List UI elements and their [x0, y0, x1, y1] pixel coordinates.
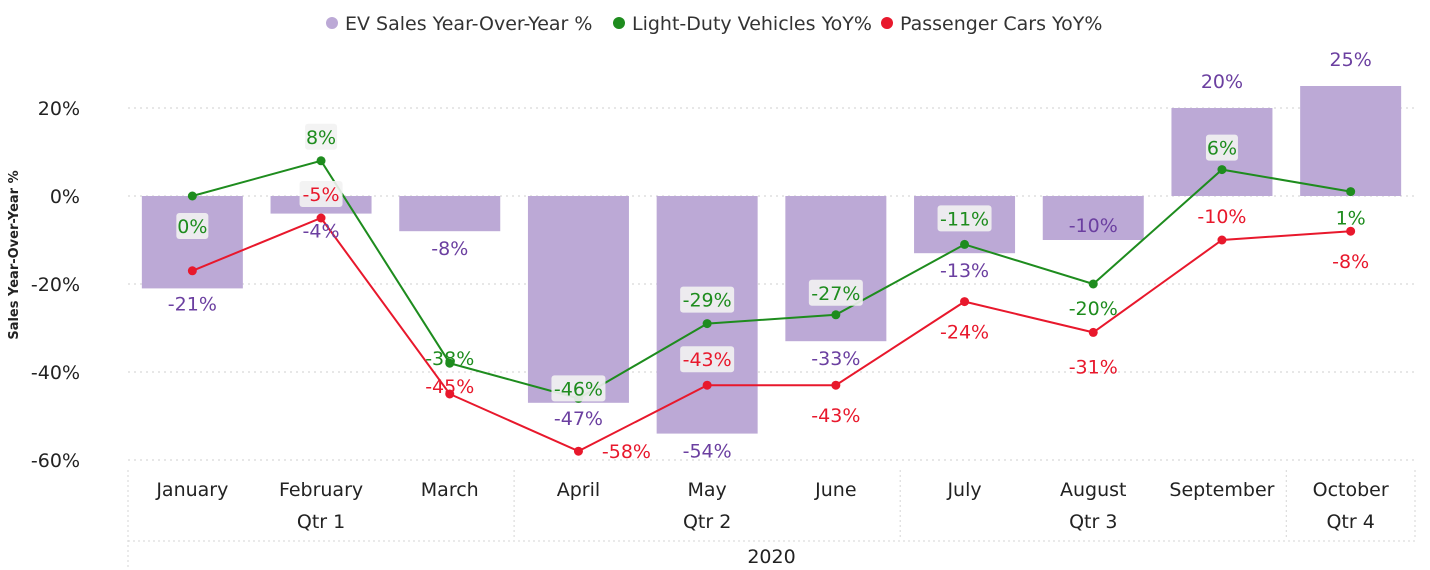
x-tick-july: July	[946, 479, 981, 501]
point-1-october[interactable]	[1346, 187, 1356, 197]
line-2[interactable]	[191, 216, 1351, 453]
pc-label-april: -58%	[602, 441, 651, 463]
x-tick-may: May	[688, 479, 727, 501]
bar-label-july: -13%	[940, 260, 989, 282]
ldv-label-april: -46%	[554, 378, 603, 400]
legend-label-1[interactable]: EV Sales Year-Over-Year %	[345, 13, 592, 35]
point-1-june[interactable]	[831, 310, 841, 320]
ldv-label-june: -27%	[811, 283, 860, 305]
y-tick-label: -20%	[31, 274, 80, 296]
y-tick-label: -60%	[31, 450, 80, 472]
bar-label-march: -8%	[431, 238, 468, 260]
legend-label-3[interactable]: Passenger Cars YoY%	[900, 13, 1102, 35]
pc-label-august: -31%	[1069, 356, 1118, 378]
point-1-may[interactable]	[702, 319, 712, 329]
bar-august[interactable]	[1042, 196, 1144, 240]
data-labels: -21% -4% -8% -47% -54% -33% -13% -10% 20% 25% 0% 8%…	[168, 49, 1372, 463]
x-tick-october: October	[1313, 479, 1389, 501]
gridlines	[128, 107, 1415, 461]
bar-label-january: -21%	[168, 293, 217, 315]
x-tick-march: March	[421, 479, 479, 501]
bar-may[interactable]	[656, 196, 758, 434]
pc-label-march: -45%	[425, 376, 474, 398]
bar-april[interactable]	[527, 196, 629, 403]
year-label: 2020	[747, 546, 795, 568]
point-2-march[interactable]	[445, 389, 455, 399]
bar-label-february: -4%	[303, 221, 340, 243]
point-2-august[interactable]	[1088, 327, 1098, 337]
point-2-april[interactable]	[573, 446, 583, 456]
ldv-label-july-bg	[937, 205, 992, 232]
point-2-may[interactable]	[702, 380, 712, 390]
pc-label-june: -43%	[811, 405, 860, 427]
point-2-june[interactable]	[831, 380, 841, 390]
x-tick-september: September	[1169, 479, 1274, 501]
pc-label-february-bg	[299, 181, 343, 207]
ldv-label-march: -38%	[425, 348, 474, 370]
legend-marker-1[interactable]	[326, 17, 338, 29]
legend-marker-2[interactable]	[613, 17, 625, 29]
y-axis: 20% 0% -20% -40% -60%	[31, 98, 80, 472]
point-1-january[interactable]	[187, 191, 197, 201]
ldv-label-september-bg	[1205, 134, 1238, 161]
y-tick-label: 0%	[50, 186, 80, 208]
bar-label-april: -47%	[554, 408, 603, 430]
bar-label-august: -10%	[1069, 215, 1118, 237]
ldv-label-april-bg	[551, 375, 606, 402]
ldv-label-may-bg	[680, 286, 735, 313]
x-tick-april: April	[557, 479, 600, 501]
point-2-february[interactable]	[316, 213, 326, 223]
point-1-july[interactable]	[960, 239, 970, 249]
legend-marker-3[interactable]	[881, 17, 893, 29]
point-2-july[interactable]	[960, 297, 970, 307]
ldv-label-january-bg	[176, 213, 209, 239]
point-1-march[interactable]	[445, 358, 455, 368]
x-tick-august: August	[1060, 479, 1127, 501]
point-2-october[interactable]	[1346, 226, 1356, 236]
y-tick-label: 20%	[38, 98, 80, 120]
pc-label-february: -5%	[303, 184, 340, 206]
bar-label-may: -54%	[683, 441, 732, 463]
quarter-label-2: Qtr 2	[683, 511, 731, 533]
bar-june[interactable]	[785, 196, 887, 342]
quarter-label-1: Qtr 1	[297, 511, 345, 533]
point-2-january[interactable]	[187, 266, 197, 276]
ldv-label-october: 1%	[1336, 208, 1366, 230]
point-1-september[interactable]	[1217, 165, 1227, 175]
quarter-label-4: Qtr 4	[1326, 511, 1374, 533]
ldv-label-september: 6%	[1207, 138, 1237, 160]
ldv-label-may: -29%	[683, 290, 732, 312]
x-tick-january: January	[155, 479, 228, 501]
ldv-label-february-bg	[305, 123, 338, 150]
pc-label-may: -43%	[683, 349, 732, 371]
bar-october[interactable]	[1300, 86, 1402, 196]
x-tick-june: June	[814, 479, 856, 501]
ldv-label-february: 8%	[306, 127, 336, 149]
bar-label-june: -33%	[811, 348, 860, 370]
ldv-label-august: -20%	[1069, 298, 1118, 320]
x-tick-february: February	[279, 479, 363, 501]
bar-series	[141, 86, 1402, 434]
point-2-september[interactable]	[1217, 235, 1227, 245]
pc-label-may-bg	[680, 346, 735, 373]
point-1-february[interactable]	[316, 156, 326, 166]
point-1-august[interactable]	[1088, 279, 1098, 289]
legend-label-2[interactable]: Light-Duty Vehicles YoY%	[632, 13, 872, 35]
pc-label-september: -10%	[1197, 206, 1246, 228]
ldv-label-june-bg	[808, 279, 863, 306]
y-axis-title: Sales Year-Over-Year %	[7, 170, 22, 339]
bar-label-september: 20%	[1201, 71, 1243, 93]
bar-label-october: 25%	[1330, 49, 1372, 71]
quarter-label-3: Qtr 3	[1069, 511, 1117, 533]
bar-march[interactable]	[399, 196, 501, 232]
ldv-label-july: -11%	[940, 208, 989, 230]
y-tick-label: -40%	[31, 362, 80, 384]
x-axis: January February March April May June July Augu…	[127, 470, 1416, 570]
pc-label-october: -8%	[1332, 251, 1369, 273]
ldv-label-january: 0%	[177, 216, 207, 238]
pc-label-july: -24%	[940, 322, 989, 344]
line-1[interactable]	[192, 159, 1351, 400]
legend: EV Sales Year-Over-Year % Light-Duty Vehi…	[326, 13, 1102, 35]
